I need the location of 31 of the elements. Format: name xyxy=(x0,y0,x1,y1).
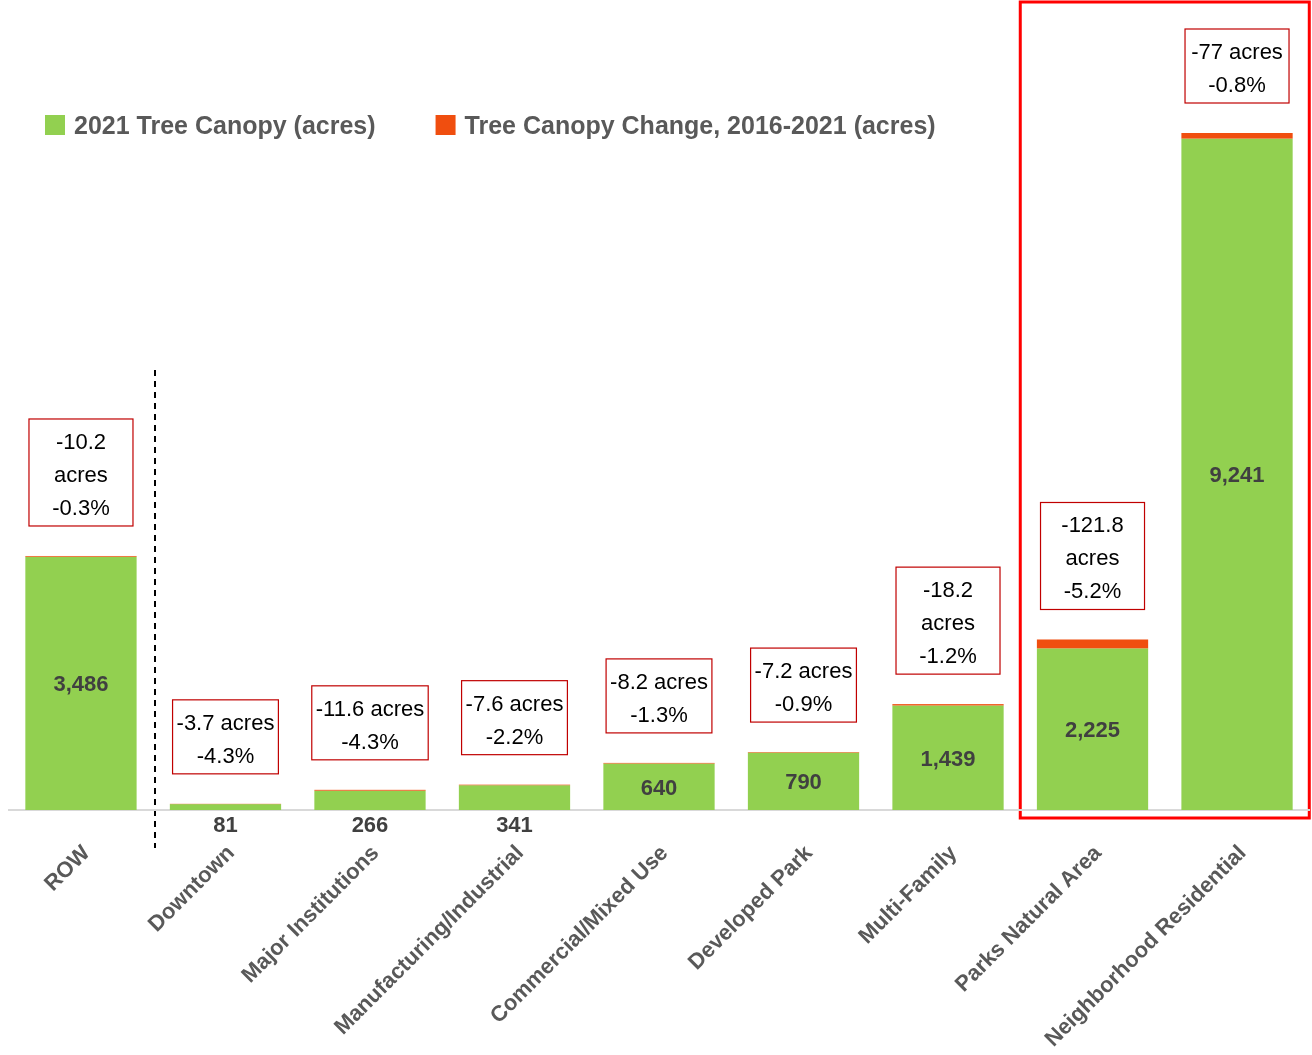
bar xyxy=(458,785,571,810)
annotation: -121.8 acres -5.2% xyxy=(1061,512,1124,604)
bar xyxy=(1036,648,1149,810)
bar xyxy=(892,705,1004,810)
annotation: -11.6 acres -4.3% xyxy=(315,695,425,754)
annotation: -7.2 acres -0.9% xyxy=(754,658,853,717)
data-label: 3,486 xyxy=(53,671,109,697)
annotation: -8.2 acres -1.3% xyxy=(610,668,708,727)
bar xyxy=(25,556,137,810)
data-label: 266 xyxy=(351,812,389,837)
bar xyxy=(314,790,426,810)
data-label: 1,439 xyxy=(920,745,976,771)
annotation: -10.2 acres -0.3% xyxy=(52,428,110,520)
data-label: 640 xyxy=(640,774,678,800)
annotation: -18.2 acres -1.2% xyxy=(919,577,977,669)
annotation: -77 acres -0.8% xyxy=(1191,39,1283,97)
data-label: 2,225 xyxy=(1064,717,1121,743)
legend-label: Tree Canopy Change, 2016-2021 (acres) xyxy=(464,111,936,139)
annotation: -7.6 acres -2.2% xyxy=(465,690,564,749)
bar xyxy=(747,752,860,810)
annotation: -3.7 acres -4.3% xyxy=(176,709,275,768)
bar xyxy=(603,763,715,810)
bar xyxy=(1181,138,1293,810)
bar xyxy=(1036,639,1149,649)
data-label: 790 xyxy=(785,769,822,795)
bar xyxy=(1181,133,1293,139)
legend-label: 2021 Tree Canopy (acres) xyxy=(74,111,376,139)
data-label: 81 xyxy=(213,812,238,837)
data-label: 9,241 xyxy=(1209,462,1265,488)
data-label: 341 xyxy=(496,812,533,837)
bar xyxy=(169,804,282,810)
